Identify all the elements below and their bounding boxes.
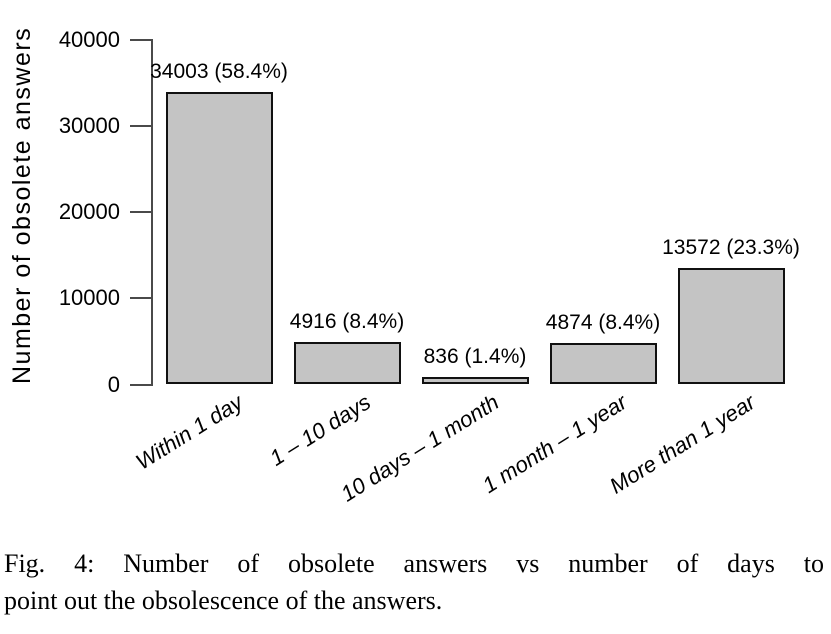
bar-value-label: 836 (1.4%) bbox=[423, 345, 527, 369]
bar-value-label: 4874 (8.4%) bbox=[545, 310, 661, 334]
caption-line-2: point out the obsolescence of the answer… bbox=[4, 586, 443, 615]
y-axis-tick-label: 10000 bbox=[58, 285, 120, 311]
bar-2 bbox=[421, 377, 529, 385]
y-axis-tick-label: 20000 bbox=[58, 199, 120, 225]
x-axis-category-label: 1 – 10 days bbox=[265, 389, 376, 471]
bar-0 bbox=[165, 91, 273, 385]
y-axis-tick-mark bbox=[130, 211, 152, 214]
x-axis-category-label: Within 1 day bbox=[131, 389, 248, 475]
bar-4 bbox=[677, 267, 785, 385]
y-axis-tick-mark bbox=[130, 383, 152, 386]
y-axis-tick-mark bbox=[130, 297, 152, 300]
bar-value-label: 13572 (23.3%) bbox=[662, 235, 800, 259]
bar-value-label: 34003 (58.4%) bbox=[150, 59, 288, 83]
y-axis-tick-mark bbox=[130, 125, 152, 128]
caption-line-1: Fig. 4: Number of obsolete answers vs nu… bbox=[4, 549, 824, 578]
figure-caption: Fig. 4: Number of obsolete answers vs nu… bbox=[4, 545, 824, 619]
bar-value-label: 4916 (8.4%) bbox=[289, 310, 405, 334]
y-axis-tick-label: 40000 bbox=[58, 27, 120, 52]
bar-1 bbox=[293, 342, 401, 385]
y-axis-tick-label: 30000 bbox=[58, 113, 120, 139]
y-axis-tick-label: 0 bbox=[107, 371, 120, 397]
bar-3 bbox=[549, 342, 657, 385]
y-axis-line bbox=[151, 39, 153, 386]
y-axis-tick-mark bbox=[130, 39, 152, 41]
